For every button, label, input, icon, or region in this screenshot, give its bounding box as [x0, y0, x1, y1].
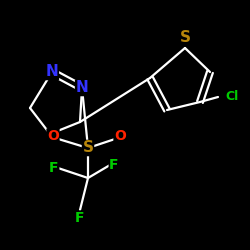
Text: F: F	[75, 211, 85, 225]
Text: Cl: Cl	[226, 90, 238, 104]
Text: F: F	[49, 161, 59, 175]
Text: N: N	[76, 80, 88, 96]
Text: S: S	[180, 30, 190, 46]
Text: O: O	[47, 129, 59, 143]
Text: N: N	[46, 64, 59, 80]
Text: F: F	[109, 158, 119, 172]
Text: S: S	[82, 140, 94, 156]
Text: O: O	[114, 129, 126, 143]
